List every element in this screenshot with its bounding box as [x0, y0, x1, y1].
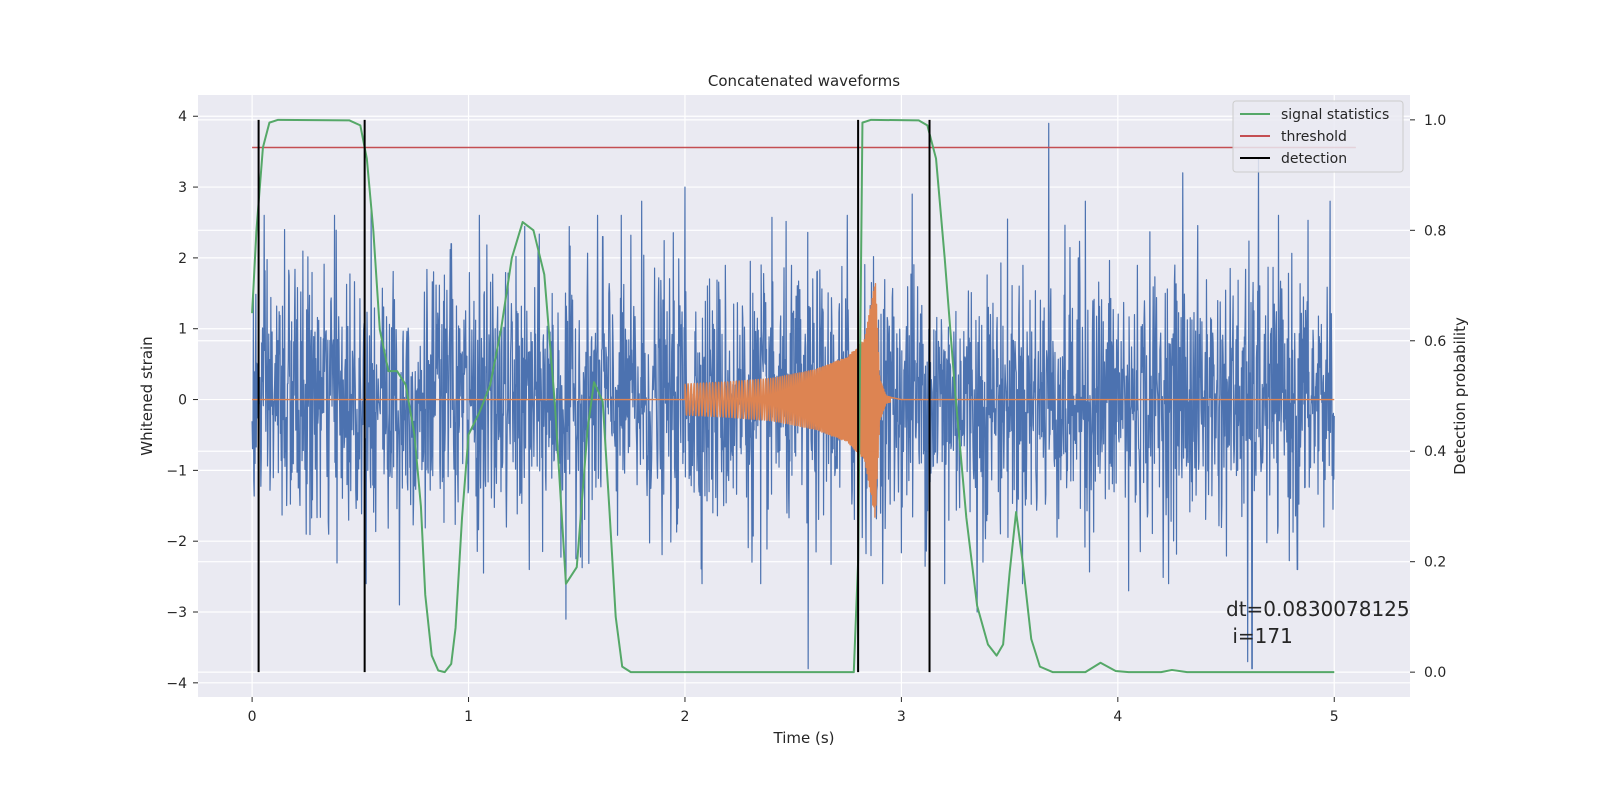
y-tick-label: −4	[166, 676, 187, 692]
legend-box	[1232, 100, 1404, 173]
x-tick-label: 2	[681, 709, 690, 725]
y-tick-label: −3	[166, 605, 187, 621]
x-tick-label: 1	[464, 709, 473, 725]
y-tick-label: −2	[166, 534, 187, 550]
annotation-i: i=171	[1226, 624, 1293, 648]
y2-axis-label: Detection probability	[1451, 317, 1469, 475]
y-axis-label: Whitened strain	[138, 336, 156, 455]
y2-tick-label: 1.0	[1424, 113, 1446, 129]
x-tick-label: 0	[248, 709, 257, 725]
y2-tick-label: 0.2	[1424, 555, 1446, 571]
legend-entry-threshold-label: threshold	[1281, 129, 1347, 145]
y2-tick-label: 0.0	[1424, 665, 1446, 681]
legend-entry-signal-statistics-label: signal statistics	[1281, 107, 1389, 123]
y-tick-label: 2	[178, 251, 187, 267]
x-tick-label: 4	[1113, 709, 1122, 725]
y2-tick-label: 0.8	[1424, 223, 1446, 239]
y2-tick-label: 0.4	[1424, 444, 1446, 460]
y-tick-label: 0	[178, 393, 187, 409]
data-layer	[251, 118, 1356, 674]
signal-statistics-line	[251, 118, 1335, 674]
y-tick-label: −1	[166, 463, 187, 479]
y-tick-label: 3	[178, 180, 187, 196]
x-axis-label: Time (s)	[773, 729, 835, 747]
legend: signal statistics threshold detection	[1232, 100, 1404, 173]
series-group	[251, 122, 1335, 670]
y-tick-label: 4	[178, 109, 187, 125]
chirp-series-line	[252, 283, 1335, 518]
x-tick-label: 3	[897, 709, 906, 725]
ticks: 0 1 2 3 4 5 −4 −3 −2 −1 0 1 2 3 4 0.0 0.2 0.4 0.6 0.8 1.0	[166, 109, 1446, 725]
noise-series-line	[251, 122, 1335, 670]
x-tick-label: 5	[1330, 709, 1339, 725]
legend-entry-detection-label: detection	[1281, 151, 1347, 167]
annotation: dt=0.0830078125 i=171	[1226, 597, 1410, 648]
annotation-dt: dt=0.0830078125	[1226, 597, 1410, 621]
chart-title: Concatenated waveforms	[708, 72, 900, 90]
y2-tick-label: 0.6	[1424, 334, 1446, 350]
y-tick-label: 1	[178, 322, 187, 338]
